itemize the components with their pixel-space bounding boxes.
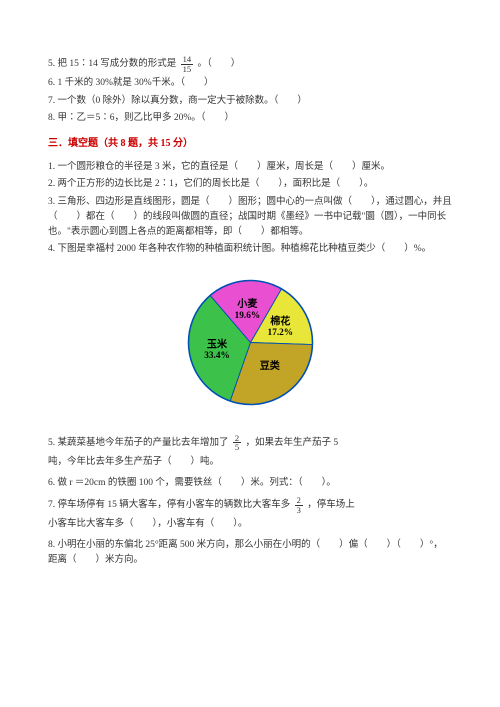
fill-q7: 7. 停车场停有 15 辆大客车，停有小客车的辆数比大客车多 2 3 ，停车场上 — [48, 496, 452, 514]
q7-text-b: ，停车场上 — [307, 501, 355, 511]
fill-q5c: 吨，今年比去年多生产茄子（ ）吨。 — [48, 455, 452, 470]
q7-text-a: 7. 停车场停有 15 辆大客车，停有小客车的辆数比大客车多 — [48, 501, 290, 511]
fill-q6: 6. 做 r ＝20cm 的铁圈 100 个，需要铁丝（ ）米。列式：（ ）。 — [48, 476, 452, 491]
pie-label: 豆类 — [259, 359, 280, 372]
frac-den: 15 — [181, 65, 194, 74]
pie-label: 玉米33.4% — [204, 337, 230, 361]
fill-q4: 4. 下图是幸福村 2000 年各种农作物的种植面积统计图。种植棉花比种植豆类少… — [48, 242, 452, 257]
fill-q3: 3. 三角形、四边形是直线图形，圆是（ ）图形；圆中心的一点叫做（ ），通过圆心… — [48, 195, 452, 239]
fill-q5: 5. 某蔬菜基地今年茄子的产量比去年增加了 2 5 ，如果去年生产茄子 5 — [48, 434, 452, 452]
judge-q6: 6. 1 千米的 30%就是 30%千米。（ ） — [48, 76, 452, 91]
pie-label: 棉花17.2% — [267, 314, 293, 338]
q7-fraction: 2 3 — [295, 496, 303, 514]
judge-q8: 8. 甲∶乙＝5∶6，则乙比甲多 20%。（ ） — [48, 111, 452, 126]
q5-text-a: 5. 某蔬菜基地今年茄子的产量比去年增加了 — [48, 438, 229, 448]
judge-q7: 7. 一个数（0 除外）除以真分数，商一定大于被除数。（ ） — [48, 94, 452, 109]
fill-q1: 1. 一个圆形粮仓的半径是 3 米，它的直径是（ ）厘米，周长是（ ）厘米。 — [48, 160, 452, 175]
section-3-title: 三．填空题（共 8 题，共 15 分） — [48, 136, 452, 152]
fill-q7c: 小客车比大客车多（ ），小客车有（ ）。 — [48, 517, 452, 532]
judge-q5: 5. 把 15∶14 写成分数的形式是 14 15 。（ ） — [48, 55, 452, 73]
pie-label: 小麦19.6% — [234, 297, 260, 321]
pie-chart-container: 棉花17.2% 豆类 玉米33.4%小麦19.6% — [48, 265, 452, 420]
q5-text-b: ，如果去年生产茄子 5 — [246, 438, 339, 448]
q5-text-a: 5. 把 15∶14 写成分数的形式是 — [48, 59, 176, 69]
fill-q8: 8. 小明在小丽的东偏北 25°距离 500 米方向，那么小丽在小明的（ ）偏（… — [48, 538, 452, 567]
q5-fraction: 2 5 — [233, 434, 241, 452]
frac-den: 3 — [295, 506, 303, 515]
pie-chart: 棉花17.2% 豆类 玉米33.4%小麦19.6% — [173, 265, 328, 420]
fill-q2: 2. 两个正方形的边长比是 2∶1，它们的周长比是（ ），面积比是（ ）。 — [48, 177, 452, 192]
frac-den: 5 — [233, 443, 241, 452]
q5-text-b: 。（ ） — [198, 59, 241, 69]
q5-fraction: 14 15 — [181, 55, 194, 73]
